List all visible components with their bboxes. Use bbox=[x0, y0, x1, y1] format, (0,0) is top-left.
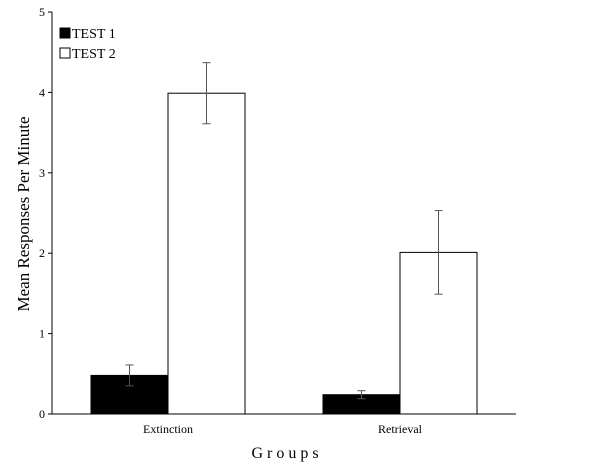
x-axis-label: G r o u p s bbox=[251, 445, 318, 462]
legend-swatch bbox=[59, 27, 71, 39]
error-bar-retrieval-test-2 bbox=[434, 210, 443, 295]
error-bar-extinction-test-2 bbox=[202, 62, 211, 125]
y-tick-label-5: 5 bbox=[39, 5, 45, 19]
error-bar-retrieval-test-1 bbox=[357, 390, 366, 400]
y-tick-label-2: 2 bbox=[39, 246, 45, 260]
axes: Extinction Retrieval 0 1 2 3 4 5 bbox=[39, 5, 516, 436]
legend-item-test-2: TEST 2 bbox=[59, 47, 116, 62]
plot-area bbox=[90, 62, 478, 415]
error-bar-extinction-test-1 bbox=[125, 364, 134, 387]
y-tick-label-4: 4 bbox=[39, 85, 45, 99]
y-tick-label-0: 0 bbox=[39, 407, 45, 421]
y-axis-label: Mean Responses Per Minute bbox=[14, 116, 33, 311]
legend-item-test-1: TEST 1 bbox=[59, 27, 116, 42]
legend: TEST 1 TEST 2 bbox=[59, 27, 116, 62]
x-tick-label-extinction: Extinction bbox=[143, 422, 193, 436]
bar-extinction-test-2 bbox=[167, 92, 246, 415]
legend-label: TEST 2 bbox=[72, 47, 116, 62]
legend-swatch bbox=[59, 47, 71, 59]
x-tick-label-retrieval: Retrieval bbox=[378, 422, 423, 436]
legend-label: TEST 1 bbox=[72, 27, 116, 42]
y-tick-label-1: 1 bbox=[39, 327, 45, 341]
y-tick-label-3: 3 bbox=[39, 166, 45, 180]
